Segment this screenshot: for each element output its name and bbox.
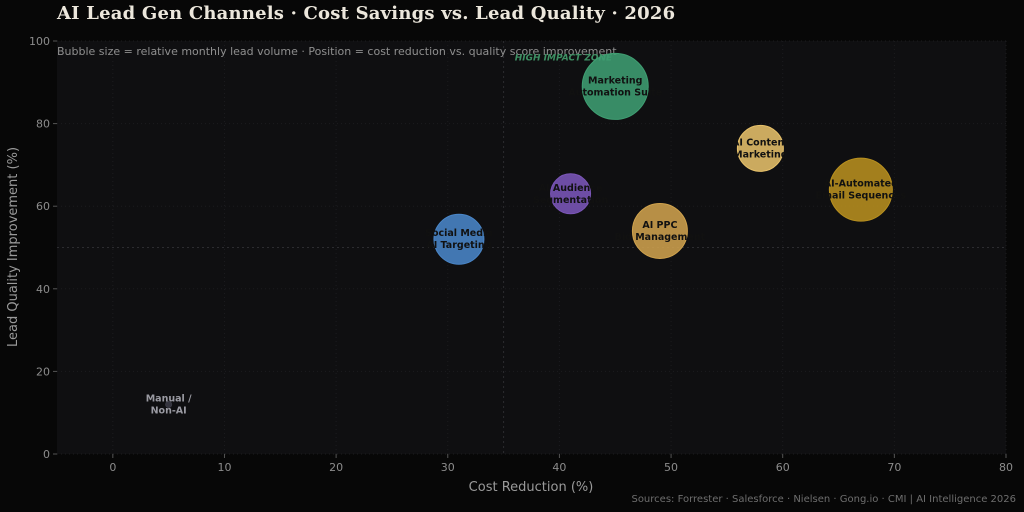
bubble-label: Automation Suite bbox=[568, 87, 662, 98]
bubble-label: Non-AI bbox=[151, 405, 187, 416]
grid-lines bbox=[57, 40, 1007, 455]
x-tick-label: 40 bbox=[552, 461, 566, 474]
bubble-label: Email Sequences bbox=[816, 191, 907, 202]
chart-title: AI Lead Gen Channels · Cost Savings vs. … bbox=[57, 3, 676, 24]
bubble-label: Segmentation bbox=[533, 195, 608, 206]
y-tick-label: 40 bbox=[36, 283, 50, 296]
bubble-label: AI Audience bbox=[539, 183, 603, 194]
bubble-series bbox=[165, 52, 893, 408]
source-footnote: Sources: Forrester · Salesforce · Nielse… bbox=[631, 494, 1016, 505]
bubble bbox=[631, 202, 688, 259]
bubble-label: Manual / bbox=[146, 393, 192, 404]
y-axis-ticks: 0 20 40 60 80 100 bbox=[29, 35, 57, 461]
bubble bbox=[828, 157, 893, 222]
bubble-label: AI PPC bbox=[642, 220, 677, 231]
x-tick-label: 60 bbox=[776, 461, 790, 474]
x-tick-label: 80 bbox=[999, 461, 1013, 474]
x-tick-label: 10 bbox=[217, 461, 231, 474]
x-axis-ticks: 0 10 20 30 40 50 60 70 80 bbox=[109, 454, 1013, 474]
y-axis-label: Lead Quality Improvement (%) bbox=[6, 147, 21, 347]
y-tick-label: 60 bbox=[36, 200, 50, 213]
x-tick-label: 50 bbox=[664, 461, 678, 474]
bubble-label: AI-Automated bbox=[824, 179, 898, 190]
y-tick-label: 100 bbox=[29, 35, 50, 48]
bubble-label: Bid Management bbox=[615, 232, 706, 243]
x-tick-label: 20 bbox=[329, 461, 343, 474]
y-tick-label: 80 bbox=[36, 118, 50, 131]
x-tick-label: 70 bbox=[887, 461, 901, 474]
bubble-label: AI Content bbox=[732, 137, 789, 148]
bubble-label: Social Media bbox=[425, 228, 493, 239]
bubble-label: Marketing bbox=[588, 75, 642, 86]
bubble bbox=[433, 213, 485, 265]
bubble bbox=[581, 52, 649, 120]
y-tick-label: 20 bbox=[36, 365, 50, 378]
x-axis-label: Cost Reduction (%) bbox=[469, 480, 594, 495]
bubble bbox=[550, 173, 592, 215]
high-impact-zone-label: HIGH IMPACT ZONE bbox=[515, 54, 613, 64]
bubble bbox=[736, 124, 784, 172]
chart-subtitle: Bubble size = relative monthly lead volu… bbox=[57, 45, 617, 58]
bubble-label: AI Targeting bbox=[426, 240, 491, 251]
bubble bbox=[165, 400, 173, 408]
y-tick-label: 0 bbox=[43, 448, 50, 461]
x-tick-label: 30 bbox=[441, 461, 455, 474]
reference-lines bbox=[57, 41, 1006, 454]
bubble-label: Marketing bbox=[733, 149, 787, 160]
x-tick-label: 0 bbox=[109, 461, 116, 474]
